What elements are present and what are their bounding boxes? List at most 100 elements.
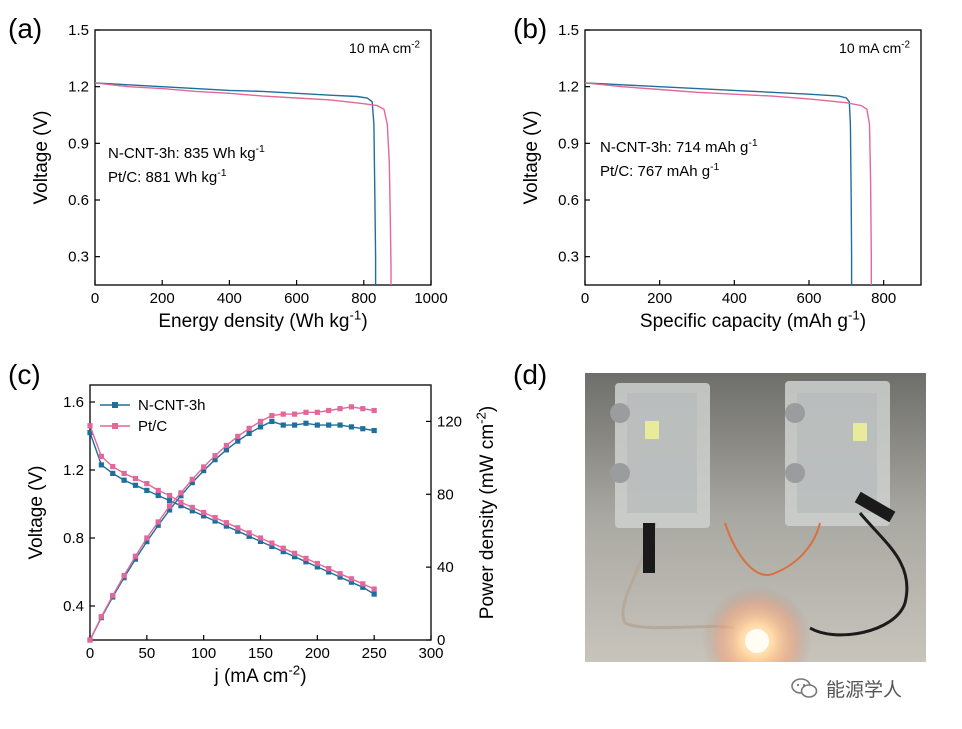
data-point <box>303 555 309 561</box>
data-point <box>292 554 298 560</box>
data-point <box>98 614 104 620</box>
y-right-tick-label: 120 <box>437 413 462 430</box>
data-point <box>178 490 184 496</box>
data-point <box>178 499 184 505</box>
data-point <box>132 553 139 559</box>
y-tick-label: 0.6 <box>68 192 89 209</box>
y-tick-label: 1.2 <box>558 79 579 96</box>
y-tick-label: 0.6 <box>558 192 579 209</box>
data-point <box>303 409 309 415</box>
y-tick-label: 0.3 <box>558 249 579 266</box>
data-point <box>303 420 309 426</box>
data-point <box>144 481 150 487</box>
data-point <box>110 470 116 476</box>
legend-marker <box>112 423 118 429</box>
data-point <box>212 515 218 521</box>
data-point <box>303 559 309 565</box>
data-point <box>337 422 343 428</box>
data-point <box>201 468 207 474</box>
data-point <box>166 498 173 504</box>
x-tick-label: 600 <box>284 290 309 307</box>
series-line-n-cnt-3h <box>584 82 853 285</box>
x-axis-label: Specific capacity (mAh g-1) <box>640 307 866 332</box>
data-point <box>292 411 298 417</box>
data-point <box>132 482 139 488</box>
x-tick-label: 200 <box>647 290 672 307</box>
data-point <box>360 406 366 412</box>
data-point <box>337 571 343 577</box>
data-point <box>178 493 184 499</box>
data-point <box>371 591 377 597</box>
x-tick-label: 50 <box>138 645 155 662</box>
data-point <box>144 535 150 541</box>
y-tick-label: 0.9 <box>68 135 89 152</box>
panel-label-b: (b) <box>513 13 547 44</box>
x-tick-label: 400 <box>217 290 242 307</box>
data-point <box>87 423 93 429</box>
data-point <box>235 528 241 534</box>
data-point <box>257 535 264 541</box>
data-point <box>121 470 127 476</box>
data-point <box>257 538 264 544</box>
data-point <box>110 592 116 599</box>
data-point <box>314 409 320 415</box>
series-annotation: Pt/C: 881 Wh kg-1 <box>108 167 227 186</box>
watermark: 能源学人 <box>790 674 902 702</box>
chart-b: 0 200 400 600 800 0.3 0.6 0.9 1.2 1.5 Specific cap… <box>521 22 922 332</box>
data-point <box>292 422 298 428</box>
x-tick-label: 0 <box>581 290 589 307</box>
legend: N-CNT-3h Pt/C <box>100 397 206 435</box>
data-point <box>189 476 195 482</box>
data-point <box>326 569 332 575</box>
data-point <box>121 572 127 579</box>
series-line-n-cnt-3h <box>94 82 377 285</box>
data-point <box>246 430 252 437</box>
data-point <box>326 566 332 572</box>
panel-label-c: (c) <box>8 359 41 390</box>
data-point <box>223 520 229 526</box>
data-point <box>166 507 173 513</box>
y-tick-label: 0.3 <box>68 249 89 266</box>
data-point <box>269 543 275 550</box>
data-point <box>292 550 298 556</box>
watermark-text: 能源学人 <box>826 679 903 701</box>
data-point <box>201 513 207 519</box>
series-line-n-cnt-3h-right <box>89 420 375 641</box>
data-point <box>201 509 207 516</box>
y-tick-label: 1.5 <box>68 22 89 39</box>
y-tick-label: 1.6 <box>63 394 84 411</box>
data-point <box>280 545 286 551</box>
fuel-cell-photo <box>585 373 926 662</box>
chart-c: 0 50 100 150 200 250 300 0.4 0.8 1.2 1.6 0 40 80 120 j … <box>26 384 498 687</box>
data-point <box>280 422 286 428</box>
data-point <box>269 418 275 425</box>
data-point <box>371 586 377 592</box>
series-line-pt-c <box>94 82 392 285</box>
x-tick-label: 150 <box>248 645 273 662</box>
series-line-pt-c-right <box>89 406 375 641</box>
legend-entry: Pt/C <box>138 418 167 435</box>
legend-marker <box>112 402 118 408</box>
data-point <box>178 503 184 509</box>
legend-entry: N-CNT-3h <box>138 397 206 414</box>
data-point <box>314 422 320 428</box>
y-right-tick-label: 0 <box>437 632 445 649</box>
data-point <box>155 522 161 528</box>
data-point <box>155 492 161 499</box>
data-point <box>155 519 161 525</box>
y-tick-label: 1.2 <box>68 79 89 96</box>
photo-panel-d <box>585 373 926 662</box>
x-axis-label: Energy density (Wh kg-1) <box>158 307 367 332</box>
y-tick-label: 1.5 <box>558 22 579 39</box>
data-point <box>348 576 355 582</box>
data-point <box>337 574 343 580</box>
data-point <box>223 442 229 449</box>
y-right-axis-label: Power density (mW cm-2) <box>473 406 498 619</box>
x-tick-label: 1000 <box>414 290 447 307</box>
data-point <box>371 407 377 414</box>
x-tick-label: 800 <box>871 290 896 307</box>
x-tick-label: 800 <box>351 290 376 307</box>
y-right-tick-label: 80 <box>437 486 454 503</box>
data-point <box>110 464 116 470</box>
